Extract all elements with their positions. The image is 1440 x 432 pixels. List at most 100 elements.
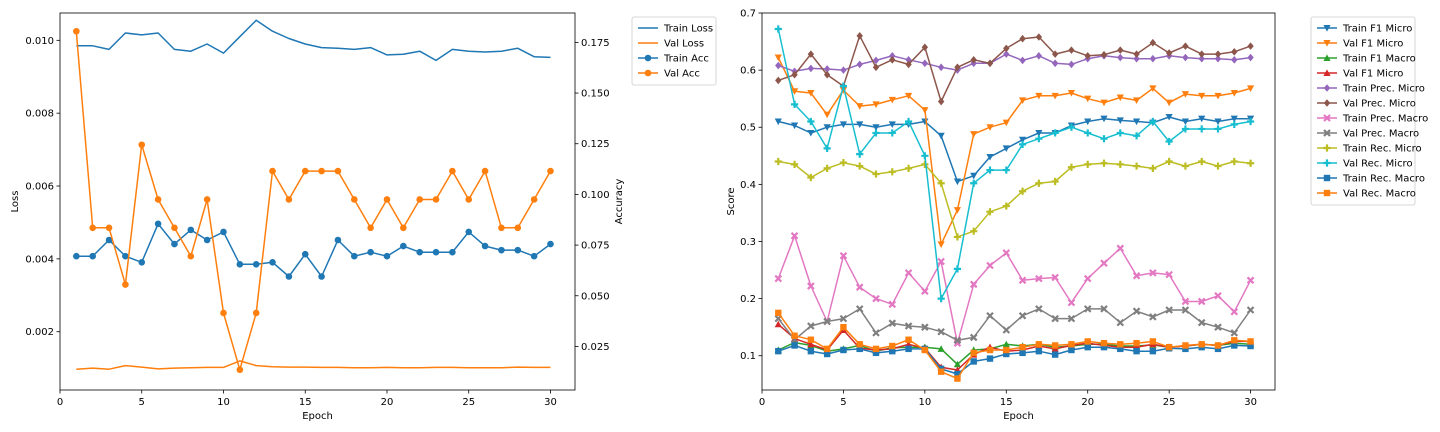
data-point bbox=[105, 236, 113, 244]
y2-tick-label: 0.175 bbox=[581, 38, 610, 49]
data-point bbox=[807, 64, 815, 73]
data-point bbox=[872, 56, 880, 65]
legend-label: Train Rec. Macro bbox=[1342, 174, 1425, 185]
data-point bbox=[953, 336, 962, 345]
data-point bbox=[432, 196, 440, 203]
data-point bbox=[888, 168, 896, 176]
y-tick-label: 0.004 bbox=[25, 254, 54, 265]
data-point bbox=[1100, 50, 1108, 59]
data-point bbox=[1084, 160, 1092, 168]
data-point bbox=[937, 345, 945, 352]
data-point bbox=[1084, 343, 1091, 351]
y-axis-label: Score bbox=[726, 187, 737, 215]
data-point bbox=[318, 167, 325, 175]
y2-tick-label: 0.050 bbox=[581, 291, 610, 302]
data-point bbox=[1182, 345, 1189, 353]
legend-label: Val F1 Micro bbox=[1343, 69, 1403, 80]
data-point bbox=[888, 121, 896, 128]
legend-label: Train Loss bbox=[663, 24, 713, 35]
data-point bbox=[855, 283, 864, 291]
data-point bbox=[1116, 244, 1125, 253]
data-point bbox=[1247, 338, 1254, 345]
data-point bbox=[1132, 132, 1141, 140]
data-point bbox=[986, 124, 994, 131]
data-point bbox=[1132, 162, 1141, 170]
series-line bbox=[778, 116, 1251, 183]
data-point bbox=[921, 59, 929, 68]
data-point bbox=[547, 240, 554, 248]
data-point bbox=[1165, 113, 1173, 121]
data-point bbox=[1018, 97, 1027, 104]
series-line bbox=[777, 235, 1252, 344]
data-point bbox=[872, 101, 880, 108]
y2-tick-label: 0.025 bbox=[581, 342, 610, 353]
data-point bbox=[1165, 306, 1173, 314]
data-point bbox=[872, 345, 880, 353]
data-point bbox=[1051, 273, 1059, 282]
series-line bbox=[76, 360, 551, 370]
data-point bbox=[1067, 298, 1076, 307]
data-point bbox=[921, 43, 929, 52]
series-7 bbox=[774, 305, 1255, 345]
data-point bbox=[1231, 56, 1238, 64]
data-point bbox=[1132, 271, 1141, 280]
data-point bbox=[122, 281, 129, 288]
data-point bbox=[953, 360, 962, 368]
data-point bbox=[1246, 85, 1255, 92]
data-point bbox=[1003, 50, 1010, 58]
data-point bbox=[1246, 276, 1255, 285]
data-point bbox=[986, 261, 994, 270]
data-point bbox=[1035, 347, 1043, 355]
data-point bbox=[1181, 125, 1190, 133]
data-point bbox=[953, 265, 962, 273]
data-point bbox=[465, 228, 473, 236]
data-point bbox=[1133, 54, 1140, 63]
data-point bbox=[986, 311, 994, 320]
data-point bbox=[1035, 341, 1043, 348]
data-point bbox=[872, 63, 880, 72]
legend-label: Val Rec. Micro bbox=[1343, 159, 1413, 170]
legend-label: Train Acc bbox=[663, 54, 709, 65]
legend-box bbox=[631, 16, 717, 86]
data-point bbox=[969, 280, 978, 289]
data-point bbox=[1068, 46, 1075, 54]
data-point bbox=[807, 282, 815, 290]
data-point bbox=[1117, 53, 1124, 62]
data-point bbox=[1231, 337, 1238, 344]
data-point bbox=[1214, 345, 1222, 353]
y-tick-label: 0.4 bbox=[740, 180, 756, 191]
x-tick-label: 0 bbox=[57, 397, 63, 408]
data-point bbox=[774, 157, 782, 166]
data-point bbox=[856, 341, 863, 348]
y-tick-label: 0.010 bbox=[25, 36, 54, 47]
data-point bbox=[954, 63, 961, 72]
data-point bbox=[774, 320, 782, 328]
legend-marker bbox=[1323, 54, 1331, 61]
legend-label: Val Prec. Micro bbox=[1343, 99, 1416, 110]
data-point bbox=[937, 63, 945, 72]
data-point bbox=[905, 336, 912, 343]
data-point bbox=[416, 196, 423, 203]
data-point bbox=[774, 54, 782, 62]
data-point bbox=[122, 252, 129, 260]
series-line bbox=[778, 160, 1251, 238]
x-tick-label: 30 bbox=[544, 397, 557, 408]
data-point bbox=[1246, 159, 1255, 167]
data-point bbox=[1214, 92, 1222, 100]
legend: Train Loss Val Loss Train Acc Val Acc bbox=[631, 16, 717, 86]
data-point bbox=[970, 358, 977, 365]
data-point bbox=[1002, 249, 1011, 257]
x-tick-label: 0 bbox=[759, 397, 765, 408]
data-point bbox=[1198, 125, 1206, 133]
data-point bbox=[514, 224, 522, 232]
data-point bbox=[1214, 323, 1222, 331]
data-point bbox=[1067, 163, 1076, 171]
legend-label: Val Prec. Macro bbox=[1343, 129, 1419, 140]
data-point bbox=[285, 273, 293, 280]
data-point bbox=[1116, 117, 1124, 124]
data-point bbox=[888, 319, 897, 327]
data-point bbox=[236, 261, 244, 268]
series-1 bbox=[76, 360, 551, 370]
series-line bbox=[76, 19, 551, 62]
series-0 bbox=[76, 19, 551, 62]
